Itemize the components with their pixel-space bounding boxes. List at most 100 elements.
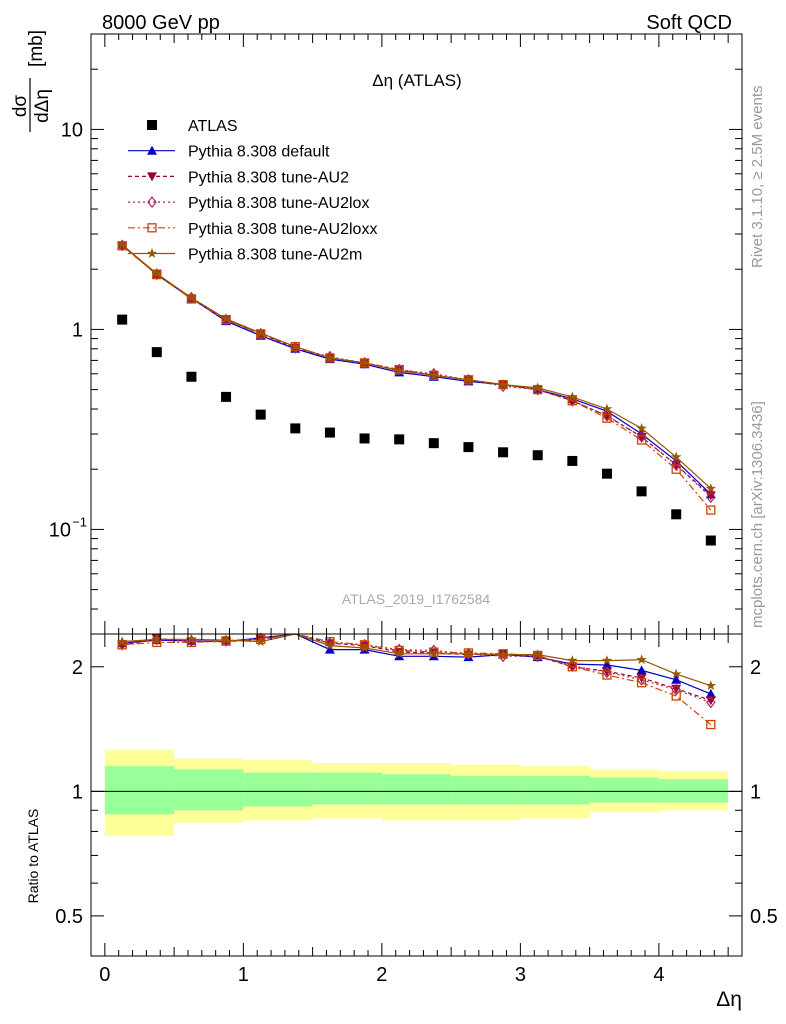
main-point-AU2 [705,491,716,501]
ratio-y-tick-label-right: 2 [750,657,761,679]
band-inner [174,769,244,811]
ratio-point-AU2m [220,634,232,645]
legend-label-AU2loxx: Pythia 8.308 tune-AU2loxx [188,221,377,238]
legend-marker-AU2 [147,172,157,182]
header-right: Soft QCD [646,12,732,34]
ratio-point-AU2m [497,649,509,660]
main-point-data [151,347,162,358]
main-point-AU2lox [567,394,578,407]
main-point-AU2m [359,357,370,368]
main-point-data [636,486,647,497]
ratio-point-AU2m [636,654,647,665]
main-point-data [221,391,232,402]
main-point-AU2m [186,292,197,303]
y-label-denominator: dΔη [32,89,53,123]
main-y-tick-label: 10 [49,519,71,541]
main-point-data [671,509,682,520]
y-label-numerator: dσ [10,95,31,118]
ratio-y-ticks: 0.5 0.5 1 1 2 2 [55,657,778,957]
ratio-point-AU2m [186,633,197,644]
band-inner [451,775,521,805]
legend-label-AU2m: Pythia 8.308 tune-AU2m [188,247,362,264]
main-point-AU2m [532,382,543,393]
main-y-tick-exponent: −1 [72,514,87,529]
x-axis-label: Δη [716,988,742,1011]
ratio-point-AU2lox [671,683,681,696]
ratio-point-AU2m [359,642,370,653]
side-text-top: Rivet 3.1.10, ≥ 2.5M events [749,86,766,269]
ratio-line-AU2m [122,633,711,687]
legend-label-AU2: Pythia 8.308 tune-AU2 [188,169,349,186]
y-axis-label: dσ dΔη [mb] [10,30,53,132]
main-point-AU2m [497,379,509,390]
ratio-y-tick-label: 1 [72,781,83,803]
main-point-AU2m [463,374,474,385]
ratio-point-AU2loxx [671,691,681,701]
ratio-y-tick-label-right: 0.5 [750,906,778,928]
ratio-line-AU2 [122,633,711,701]
ratio-frame [90,633,743,957]
main-point-AU2lox [394,363,404,376]
main-point-AU2m [290,341,301,352]
ratio-point-AU2m [532,649,543,660]
main-y-tick-label: 1 [72,319,83,341]
main-point-data [394,434,405,445]
header: 8000 GeV pp Soft QCD [102,12,732,34]
band-inner [589,777,659,803]
main-line-AU2 [121,245,712,496]
ratio-line-default [122,633,712,695]
ratio-y-label: Ratio to ATLAS [25,809,41,904]
main-point-data [463,442,474,453]
ratio-point-AU2 [705,696,716,706]
main-point-AU2m [705,483,717,494]
main-point-AU2m [324,352,336,363]
band-inner [104,766,175,815]
side-text-bottom: mcplots.cern.ch [arXiv:1306.3436] [749,401,766,628]
legend-marker-default [147,145,157,155]
main-point-data [186,371,197,382]
ratio-line-AU2lox [122,633,712,703]
band-inner [520,775,590,805]
main-point-AU2m [670,451,682,462]
main-point-AU2loxx [636,435,647,445]
legend-marker-AU2m [146,248,158,258]
main-point-AU2lox [636,430,647,443]
main-point-data [428,438,439,449]
x-tick-label: 2 [376,964,387,986]
ratio-point-AU2loxx [636,678,647,688]
ratio-y-tick-label-right: 1 [750,781,761,803]
ratio-point-AU2m [428,648,440,659]
x-tick-label: 0 [99,964,110,986]
main-point-data [601,468,612,479]
legend-marker-AU2lox [147,196,157,209]
main-point-data [255,409,266,420]
main-point-AU2m [636,422,647,433]
band-inner [243,772,313,807]
header-left: 8000 GeV pp [102,12,220,34]
ratio-point-AU2m [705,680,717,691]
main-x-ticks [104,34,729,634]
main-point-AU2lox [706,491,716,504]
main-title: Δη (ATLAS) [372,71,461,90]
ratio-series [116,632,717,730]
main-point-AU2m [116,239,128,250]
main-panel: Δη (ATLAS) dσ dΔη [mb] ATLAS_2019_I17625… [10,30,743,635]
main-point-AU2m [601,403,613,414]
main-point-AU2loxx [602,413,612,423]
ratio-point-default [705,688,716,698]
legend-marker-AU2loxx [147,223,157,233]
ratio-point-AU2m [567,655,578,666]
main-line-AU2lox [121,244,712,498]
ratio-point-default [671,674,682,684]
main-point-data [290,423,301,434]
main-point-AU2loxx [706,505,716,515]
main-point-data [532,450,543,461]
main-point-AU2m [220,313,232,324]
main-point-AU2m [151,268,163,279]
main-point-AU2m [567,391,578,402]
ratio-point-AU2m [255,636,266,647]
main-point-AU2m [393,365,405,376]
main-point-AU2m [428,369,440,380]
